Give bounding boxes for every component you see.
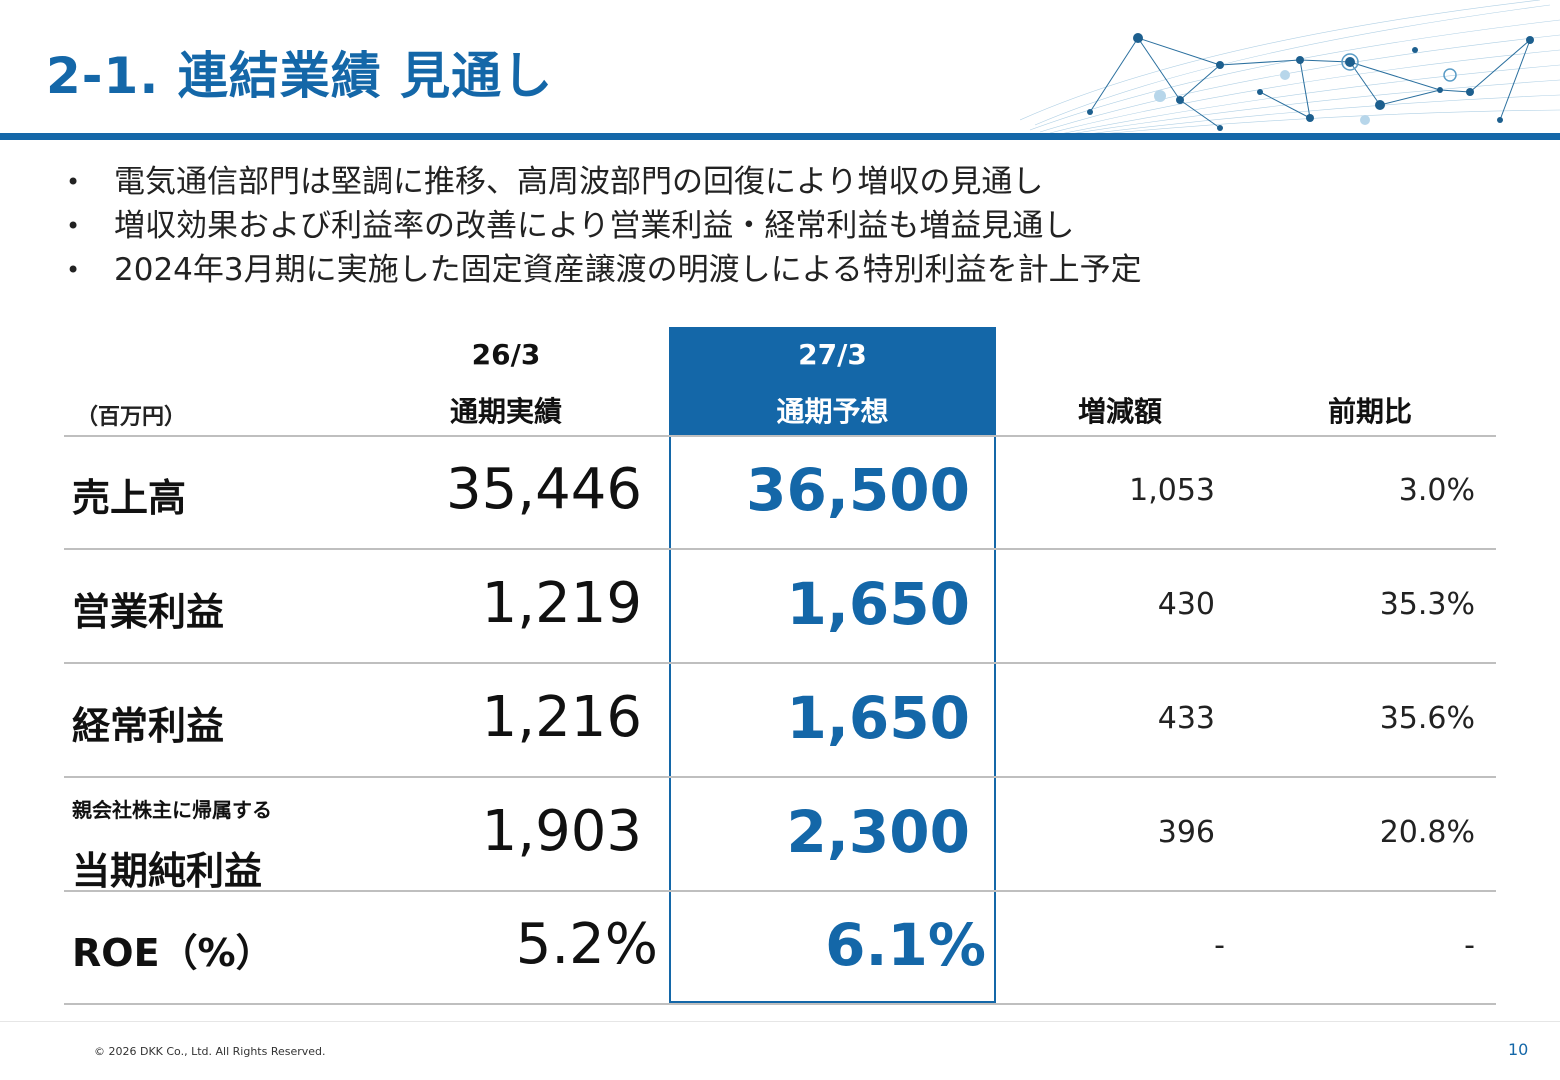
- row-label-roe: ROE（%）: [72, 931, 274, 975]
- ratio-value-roe: -: [1464, 928, 1475, 963]
- title-underline: [0, 133, 1560, 140]
- table-rule: [64, 435, 1496, 437]
- forecast-value-operating-income: 1,650: [786, 570, 970, 638]
- diff-value-roe: -: [1214, 928, 1225, 963]
- forecast-value-roe: 6.1%: [825, 911, 986, 979]
- diff-value-ordinary-income: 433: [1157, 701, 1215, 736]
- page-title: 2-1. 連結業績 見通し: [46, 47, 554, 105]
- prev-value-roe: 5.2%: [515, 912, 658, 977]
- table-rule: [64, 890, 1496, 892]
- forecast-label-header: 通期予想: [776, 395, 889, 428]
- prev-label-header: 通期実績: [449, 395, 562, 428]
- diff-value-sales: 1,053: [1129, 473, 1215, 508]
- forecast-header-bg: [669, 327, 996, 435]
- page-number: 10: [1508, 1040, 1529, 1059]
- forecast-value-sales: 36,500: [746, 456, 970, 524]
- bullet-item: • 電気通信部門は堅調に推移、高周波部門の回復により増収の見通し: [66, 164, 1044, 200]
- forecast-value-net-income: 2,300: [786, 798, 970, 866]
- forecast-column-frame: [669, 327, 996, 1003]
- table-rule: [64, 1003, 1496, 1005]
- unit-label: （百万円）: [76, 405, 187, 430]
- prev-value-net-income: 1,903: [481, 799, 642, 864]
- row-label-sales: 売上高: [72, 476, 187, 520]
- bullet-item: • 増収効果および利益率の改善により営業利益・経常利益も増益見通し: [66, 208, 1075, 244]
- diff-value-net-income: 396: [1157, 815, 1215, 850]
- footer-divider: [0, 1021, 1560, 1022]
- bullet-list: • 電気通信部門は堅調に推移、高周波部門の回復により増収の見通し • 増収効果および…: [66, 160, 1142, 292]
- table-rule: [64, 776, 1496, 778]
- copyright-text: © 2026 DKK Co., Ltd. All Rights Reserved…: [94, 1045, 326, 1058]
- ratio-value-sales: 3.0%: [1398, 473, 1475, 508]
- ratio-value-ordinary-income: 35.6%: [1379, 701, 1475, 736]
- row-label-net-income: 当期純利益: [72, 849, 263, 893]
- ratio-value-net-income: 20.8%: [1379, 815, 1475, 850]
- row-label-ordinary-income: 経常利益: [72, 704, 225, 748]
- prev-period-header: 26/3: [471, 338, 541, 371]
- table-rule: [64, 548, 1496, 550]
- prev-value-ordinary-income: 1,216: [481, 685, 642, 750]
- bullet-item: • 2024年3月期に実施した固定資産譲渡の明渡しによる特別利益を計上予定: [66, 252, 1142, 288]
- forecast-value-ordinary-income: 1,650: [786, 684, 970, 752]
- forecast-period-header: 27/3: [798, 338, 867, 371]
- table-rule: [64, 662, 1496, 664]
- ratio-value-operating-income: 35.3%: [1379, 587, 1475, 622]
- prev-value-operating-income: 1,219: [481, 571, 642, 636]
- diff-value-operating-income: 430: [1157, 587, 1215, 622]
- row-label-operating-income: 営業利益: [72, 590, 225, 634]
- ratio-header: 前期比: [1327, 395, 1412, 428]
- row-sublabel-net-income: 親会社株主に帰属する: [72, 798, 272, 822]
- prev-value-sales: 35,446: [446, 457, 642, 522]
- diff-header: 増減額: [1077, 395, 1162, 428]
- network-decoration: [1020, 0, 1560, 136]
